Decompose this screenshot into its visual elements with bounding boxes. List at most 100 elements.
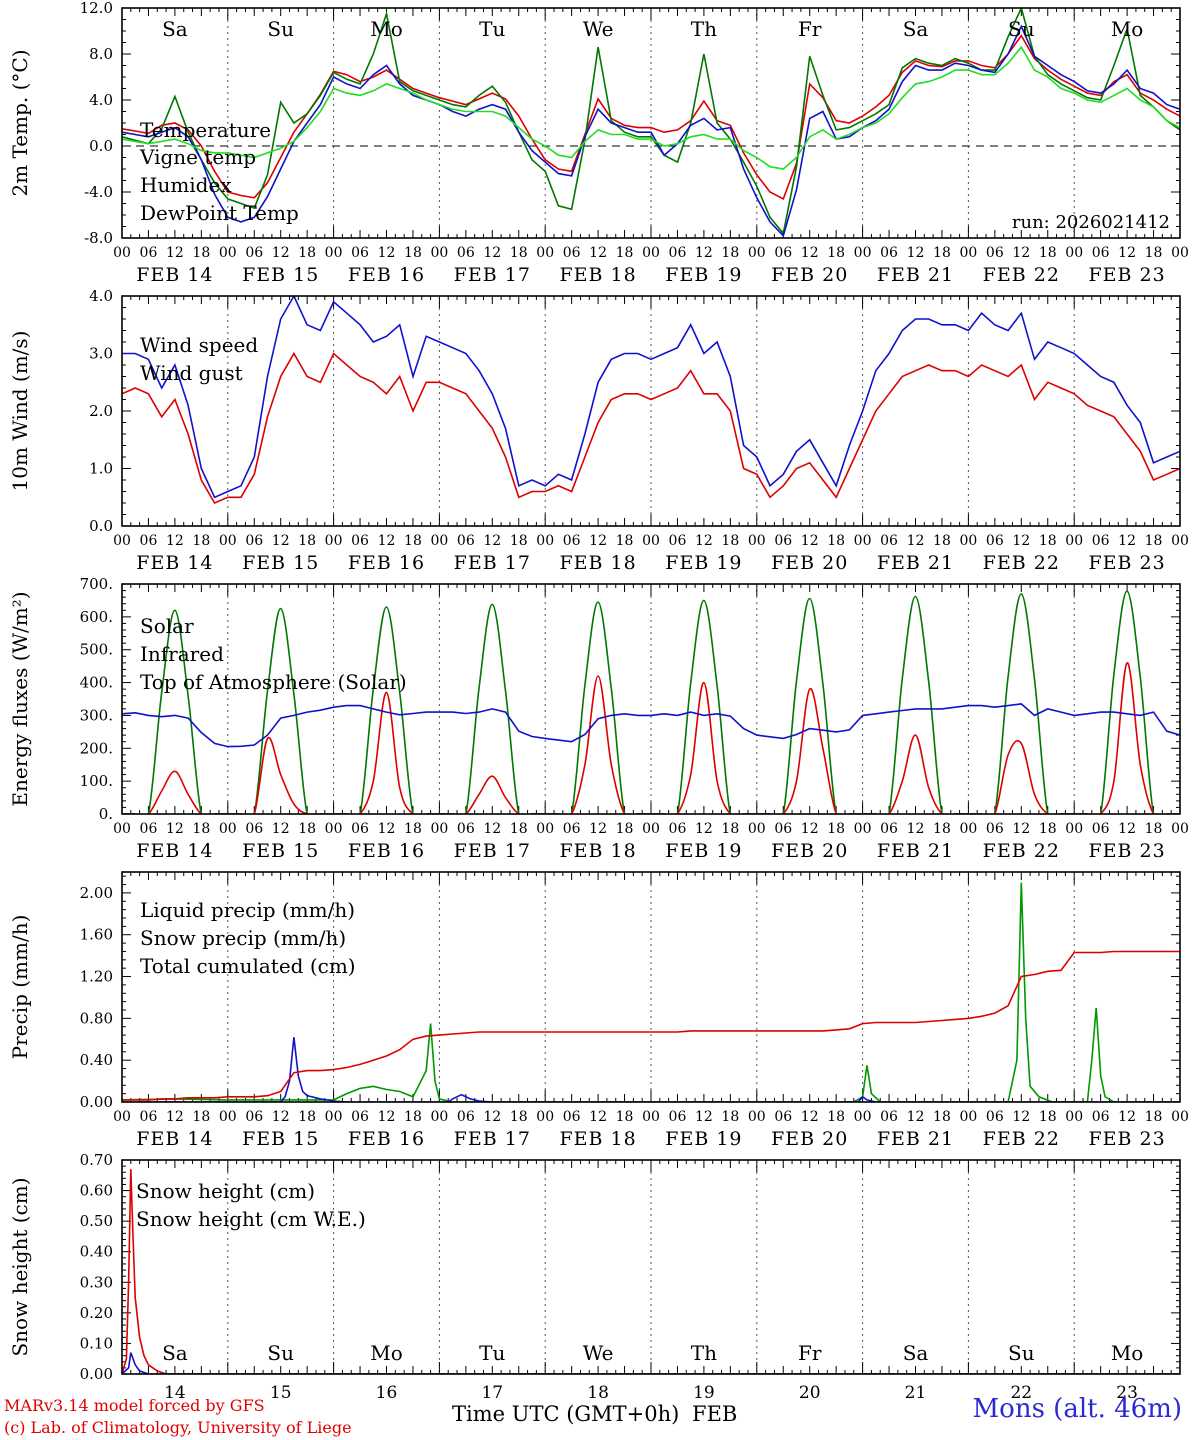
svg-text:12: 12 xyxy=(272,533,290,549)
svg-text:00: 00 xyxy=(325,245,343,261)
svg-text:15: 15 xyxy=(270,1383,292,1403)
svg-text:00: 00 xyxy=(748,245,766,261)
svg-text:FEB 21: FEB 21 xyxy=(877,1128,954,1150)
svg-text:18: 18 xyxy=(587,1383,609,1403)
svg-text:12: 12 xyxy=(1118,533,1136,549)
svg-text:00: 00 xyxy=(536,533,554,549)
svg-text:-8.0: -8.0 xyxy=(84,229,113,247)
energy-flux-chart: 0. 100. 200. 300. 400. 500. 600. 700. Solar Infra… xyxy=(8,576,1189,862)
svg-text:Precip (mm/h): Precip (mm/h) xyxy=(8,915,32,1060)
svg-text:12: 12 xyxy=(801,821,819,837)
svg-text:18: 18 xyxy=(616,821,634,837)
precip-panel: 0.00 0.40 0.80 1.20 1.60 2.00 Liquid precip (m… xyxy=(0,864,1194,1152)
svg-text:06: 06 xyxy=(351,533,369,549)
svg-text:12: 12 xyxy=(907,821,925,837)
snow-height-chart: 0.00 0.10 0.20 0.30 0.40 0.50 0.60 0.70 Snow hei… xyxy=(8,1152,1181,1403)
svg-text:0.: 0. xyxy=(99,805,113,823)
svg-text:FEB 19: FEB 19 xyxy=(665,264,742,286)
snow-height-panel: 0.00 0.10 0.20 0.30 0.40 0.50 0.60 0.70 Snow hei… xyxy=(0,1152,1194,1440)
svg-text:18: 18 xyxy=(1039,1109,1057,1125)
svg-text:06: 06 xyxy=(986,245,1004,261)
svg-text:0.10: 0.10 xyxy=(80,1334,113,1352)
svg-text:12: 12 xyxy=(166,1109,184,1125)
svg-text:06: 06 xyxy=(457,533,475,549)
svg-text:0.30: 0.30 xyxy=(80,1273,113,1291)
svg-text:06: 06 xyxy=(457,1109,475,1125)
svg-text:00: 00 xyxy=(854,821,872,837)
svg-text:06: 06 xyxy=(1092,821,1110,837)
svg-text:06: 06 xyxy=(669,245,687,261)
energy-flux-panel: 0. 100. 200. 300. 400. 500. 600. 700. Solar Infra… xyxy=(0,576,1194,864)
svg-text:DewPoint Temp: DewPoint Temp xyxy=(140,201,299,225)
svg-text:06: 06 xyxy=(669,1109,687,1125)
svg-text:22: 22 xyxy=(1010,1383,1032,1403)
svg-text:18: 18 xyxy=(933,1109,951,1125)
station-altitude-label: Mons (alt. 46m) xyxy=(972,1394,1182,1424)
svg-text:500.: 500. xyxy=(80,641,113,659)
svg-text:Mo: Mo xyxy=(370,17,403,41)
svg-text:12: 12 xyxy=(589,1109,607,1125)
svg-text:12: 12 xyxy=(166,821,184,837)
svg-text:18: 18 xyxy=(827,1109,845,1125)
svg-text:20: 20 xyxy=(799,1383,821,1403)
svg-text:run: 2026021412: run: 2026021412 xyxy=(1012,212,1170,233)
svg-text:Mo: Mo xyxy=(370,1341,403,1365)
svg-text:06: 06 xyxy=(563,245,581,261)
svg-text:0.00: 0.00 xyxy=(80,1093,113,1111)
svg-text:Th: Th xyxy=(691,1341,717,1365)
svg-text:00: 00 xyxy=(219,1109,237,1125)
svg-text:Th: Th xyxy=(691,17,717,41)
svg-text:FEB 14: FEB 14 xyxy=(136,840,213,862)
svg-text:Infrared: Infrared xyxy=(140,642,224,666)
svg-text:16: 16 xyxy=(376,1383,398,1403)
svg-text:-4.0: -4.0 xyxy=(84,183,113,201)
svg-text:FEB 20: FEB 20 xyxy=(771,552,848,574)
svg-text:12: 12 xyxy=(483,533,501,549)
svg-text:06: 06 xyxy=(140,1109,158,1125)
svg-text:06: 06 xyxy=(669,533,687,549)
svg-text:FEB 16: FEB 16 xyxy=(348,1128,425,1150)
svg-text:06: 06 xyxy=(457,821,475,837)
svg-text:06: 06 xyxy=(880,821,898,837)
svg-text:00: 00 xyxy=(219,245,237,261)
svg-text:00: 00 xyxy=(536,821,554,837)
svg-text:00: 00 xyxy=(219,533,237,549)
svg-text:00: 00 xyxy=(1065,1109,1083,1125)
svg-text:FEB 18: FEB 18 xyxy=(559,1128,636,1150)
svg-text:18: 18 xyxy=(721,245,739,261)
svg-text:2.0: 2.0 xyxy=(89,402,113,420)
svg-text:Humidex: Humidex xyxy=(140,173,232,197)
svg-text:FEB 17: FEB 17 xyxy=(454,1128,531,1150)
svg-text:12: 12 xyxy=(378,245,396,261)
svg-text:12: 12 xyxy=(378,1109,396,1125)
svg-text:12: 12 xyxy=(589,533,607,549)
svg-text:18: 18 xyxy=(1145,821,1163,837)
svg-text:18: 18 xyxy=(298,533,316,549)
svg-text:FEB 15: FEB 15 xyxy=(242,840,319,862)
svg-text:12: 12 xyxy=(589,245,607,261)
svg-text:18: 18 xyxy=(404,533,422,549)
svg-text:00: 00 xyxy=(113,1109,131,1125)
svg-text:Snow height (cm W.E.): Snow height (cm W.E.) xyxy=(136,1207,366,1231)
svg-text:1.20: 1.20 xyxy=(80,968,113,986)
svg-text:06: 06 xyxy=(880,245,898,261)
svg-text:Liquid precip (mm/h): Liquid precip (mm/h) xyxy=(140,898,355,922)
svg-text:FEB 19: FEB 19 xyxy=(665,1128,742,1150)
svg-text:Su: Su xyxy=(1008,17,1035,41)
svg-text:FEB 16: FEB 16 xyxy=(348,264,425,286)
svg-text:3.0: 3.0 xyxy=(89,345,113,363)
svg-text:FEB 21: FEB 21 xyxy=(877,840,954,862)
svg-text:FEB 22: FEB 22 xyxy=(983,840,1060,862)
svg-text:18: 18 xyxy=(192,245,210,261)
svg-text:FEB 19: FEB 19 xyxy=(665,552,742,574)
svg-text:06: 06 xyxy=(245,533,263,549)
svg-text:18: 18 xyxy=(616,533,634,549)
svg-text:12: 12 xyxy=(801,245,819,261)
svg-text:FEB 18: FEB 18 xyxy=(559,840,636,862)
svg-text:0.50: 0.50 xyxy=(80,1212,113,1230)
svg-text:06: 06 xyxy=(351,245,369,261)
svg-text:12: 12 xyxy=(272,821,290,837)
lab-credit-line: (c) Lab. of Climatology, University of L… xyxy=(4,1418,352,1437)
svg-text:FEB 16: FEB 16 xyxy=(348,840,425,862)
svg-text:14: 14 xyxy=(164,1383,186,1403)
